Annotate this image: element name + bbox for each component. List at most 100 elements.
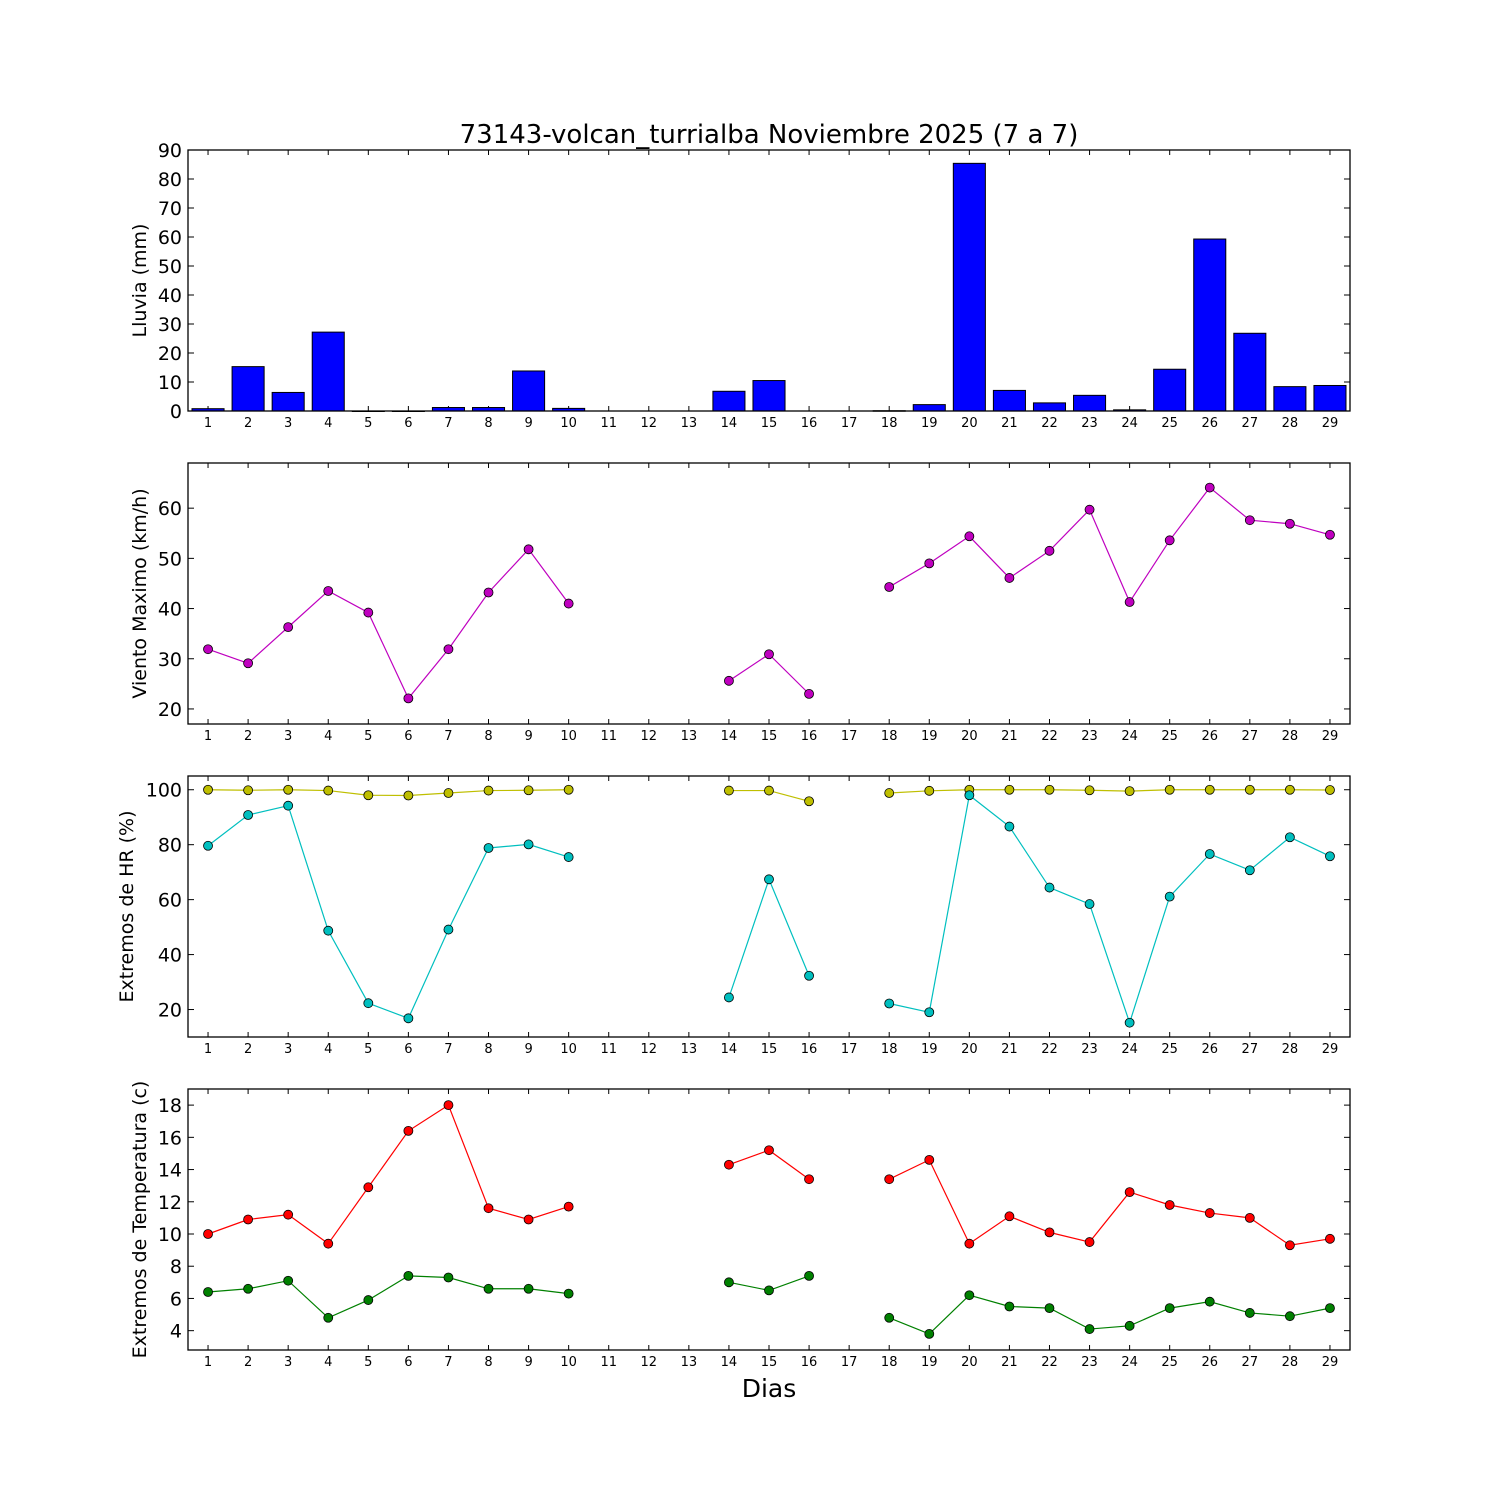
data-point — [924, 1007, 935, 1018]
data-point — [1284, 1311, 1295, 1322]
y-tick-label: 40 — [158, 945, 182, 967]
data-point — [924, 1154, 935, 1165]
y-tick-label: 12 — [158, 1192, 182, 1214]
data-point — [964, 1238, 975, 1249]
plot-frame — [187, 149, 1351, 412]
y-tick-label: 14 — [158, 1160, 182, 1182]
y-axis-label: Viento Maximo (km/h) — [129, 488, 151, 698]
x-tick-label: 19 — [921, 1355, 938, 1370]
y-tick-label: 50 — [158, 256, 182, 278]
x-tick-label: 9 — [524, 1042, 532, 1057]
data-point — [1124, 786, 1135, 797]
x-tick-label: 19 — [921, 1042, 938, 1057]
data-point — [764, 649, 774, 660]
data-point — [1204, 1296, 1215, 1307]
data-point — [483, 785, 494, 796]
x-tick-label: 7 — [444, 1355, 452, 1370]
x-tick-label: 8 — [484, 729, 492, 744]
data-point — [1004, 1211, 1015, 1222]
y-axis-label: Lluvia (mm) — [129, 224, 151, 338]
x-tick-label: 19 — [921, 416, 938, 431]
x-tick-label: 27 — [1242, 416, 1259, 431]
x-tick-label: 8 — [484, 1042, 492, 1057]
series-line — [207, 1275, 569, 1319]
x-tick-label: 23 — [1081, 1355, 1098, 1370]
x-tick-label: 15 — [761, 1042, 778, 1057]
x-tick-label: 2 — [244, 1355, 252, 1370]
x-tick-label: 15 — [761, 416, 778, 431]
x-tick-label: 1 — [204, 1042, 212, 1057]
bar — [1032, 402, 1067, 412]
data-point — [1044, 784, 1055, 795]
data-point — [243, 785, 254, 796]
data-point — [884, 1174, 895, 1185]
x-tick-label: 22 — [1041, 1355, 1058, 1370]
data-point — [443, 1272, 454, 1283]
data-point — [1084, 504, 1095, 515]
x-tick-label: 26 — [1201, 729, 1218, 744]
data-point — [403, 1013, 414, 1024]
bar — [1233, 332, 1267, 412]
x-tick-label: 1 — [204, 416, 212, 431]
data-point — [1204, 1208, 1215, 1218]
data-point — [1244, 1308, 1255, 1318]
x-tick-label: 1 — [204, 1355, 212, 1370]
x-tick-label: 10 — [560, 1042, 577, 1057]
y-tick-label: 80 — [158, 835, 182, 857]
data-point — [724, 675, 734, 686]
data-point — [1004, 573, 1015, 583]
x-tick-label: 24 — [1121, 729, 1138, 744]
x-tick-label: 9 — [524, 729, 532, 744]
x-tick-label: 26 — [1201, 1355, 1218, 1370]
x-tick-label: 3 — [284, 1355, 292, 1370]
x-tick-label: 27 — [1242, 729, 1259, 744]
data-point — [764, 1145, 774, 1156]
x-tick-label: 12 — [641, 1042, 658, 1057]
x-tick-label: 22 — [1041, 1042, 1058, 1057]
data-point — [483, 843, 494, 853]
data-point — [1164, 784, 1175, 795]
data-point — [363, 607, 374, 618]
data-point — [1124, 1320, 1135, 1331]
x-tick-label: 25 — [1161, 416, 1178, 431]
data-point — [924, 785, 935, 796]
x-tick-label: 17 — [841, 729, 858, 744]
y-tick-label: 20 — [158, 699, 182, 721]
y-tick-label: 60 — [158, 498, 182, 520]
series-line — [889, 789, 1330, 794]
data-point — [203, 784, 213, 795]
y-axis-label: Extremos de HR (%) — [116, 810, 138, 1002]
data-point — [523, 785, 534, 796]
x-tick-label: 9 — [524, 1355, 532, 1370]
x-tick-label: 29 — [1322, 1355, 1339, 1370]
data-point — [1244, 784, 1255, 795]
x-tick-label: 5 — [364, 1355, 372, 1370]
y-tick-label: 100 — [146, 780, 182, 802]
data-point — [1004, 1301, 1015, 1312]
y-tick-label: 80 — [158, 169, 182, 191]
data-point — [363, 1182, 374, 1193]
data-point — [403, 1125, 414, 1136]
x-tick-label: 29 — [1322, 729, 1339, 744]
y-tick-label: 6 — [170, 1288, 182, 1310]
data-point — [323, 1312, 334, 1323]
data-point — [764, 785, 774, 796]
x-tick-label: 26 — [1201, 416, 1218, 431]
data-point — [924, 1328, 935, 1339]
data-point — [1164, 1303, 1175, 1314]
x-tick-label: 23 — [1081, 1042, 1098, 1057]
data-point — [203, 840, 213, 851]
x-tick-label: 5 — [364, 1042, 372, 1057]
data-point — [1284, 518, 1295, 529]
data-point — [283, 784, 294, 795]
series-line — [888, 486, 1331, 604]
x-tick-label: 4 — [324, 1042, 332, 1057]
data-point — [523, 1283, 534, 1294]
bar — [712, 390, 746, 412]
x-tick-label: 27 — [1242, 1042, 1259, 1057]
x-tick-label: 2 — [244, 1042, 252, 1057]
data-point — [1084, 1324, 1095, 1334]
x-tick-label: 28 — [1282, 1042, 1299, 1057]
